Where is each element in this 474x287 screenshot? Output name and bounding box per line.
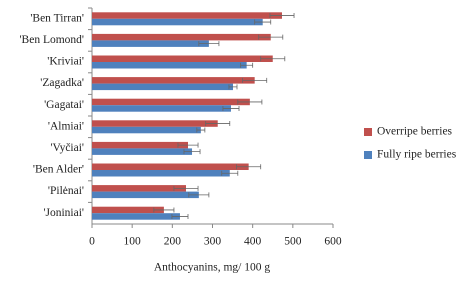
error-bar [240,62,254,68]
error-bar [205,121,231,127]
error-bar [153,207,175,213]
legend-swatch [364,128,372,136]
error-bar [221,170,239,176]
bar [92,206,164,214]
y-tick-label: 'Ben Lomond' [19,34,84,46]
x-tick-label: 500 [284,236,302,248]
error-bar [242,77,268,83]
error-bar [183,149,201,155]
legend-swatch [364,151,372,159]
error-bar [260,56,286,62]
y-tick-label: 'Ben Alder' [33,164,84,176]
error-bar [269,13,295,19]
error-bar [228,84,238,90]
x-axis-title: Anthocyanins, mg/ 100 g [154,262,271,274]
error-bar [222,105,240,111]
x-tick-label: 200 [164,236,182,248]
x-tick-label: 600 [324,236,342,248]
y-tick-label: 'Almiai' [48,120,84,132]
error-bar [236,164,262,170]
bar [92,55,273,62]
bar [92,170,230,177]
x-tick-label: 400 [244,236,262,248]
bar [92,191,199,199]
y-tick-label: 'Pilėnai' [48,185,84,197]
bar [92,98,250,106]
bar [92,148,193,155]
legend-label: Fully ripe berries [377,149,457,161]
bar [92,40,209,47]
bar [92,163,249,170]
y-tick-label: 'Joniniai' [43,207,84,219]
y-tick-label: 'Zagadka' [40,77,84,89]
bar [92,105,231,112]
bar [92,213,180,220]
bar [92,33,271,41]
error-bar [177,142,199,148]
bar [92,120,218,127]
bar [92,185,186,192]
bar [92,62,247,69]
error-bar [237,99,263,105]
y-tick-label: 'Kriviai' [47,56,84,68]
error-bar [173,185,199,191]
error-bar [198,41,220,47]
error-bar [258,34,284,40]
y-tick-label: 'Ben Tirran' [30,12,84,24]
x-tick-label: 0 [89,236,95,248]
y-tick-label: 'Vyčiai' [50,142,84,154]
x-tick-label: 100 [124,236,142,248]
error-bar [171,213,189,219]
error-bar [188,192,210,198]
error-bar [254,19,272,25]
bar [92,18,263,26]
bar [92,12,282,19]
x-tick-label: 300 [204,236,222,248]
bar [92,141,188,149]
bar [92,77,255,84]
error-bar [196,127,206,133]
y-tick-label: 'Gagatai' [44,99,84,111]
bar [92,83,233,91]
legend-label: Overripe berries [377,126,453,138]
bar [92,126,201,134]
